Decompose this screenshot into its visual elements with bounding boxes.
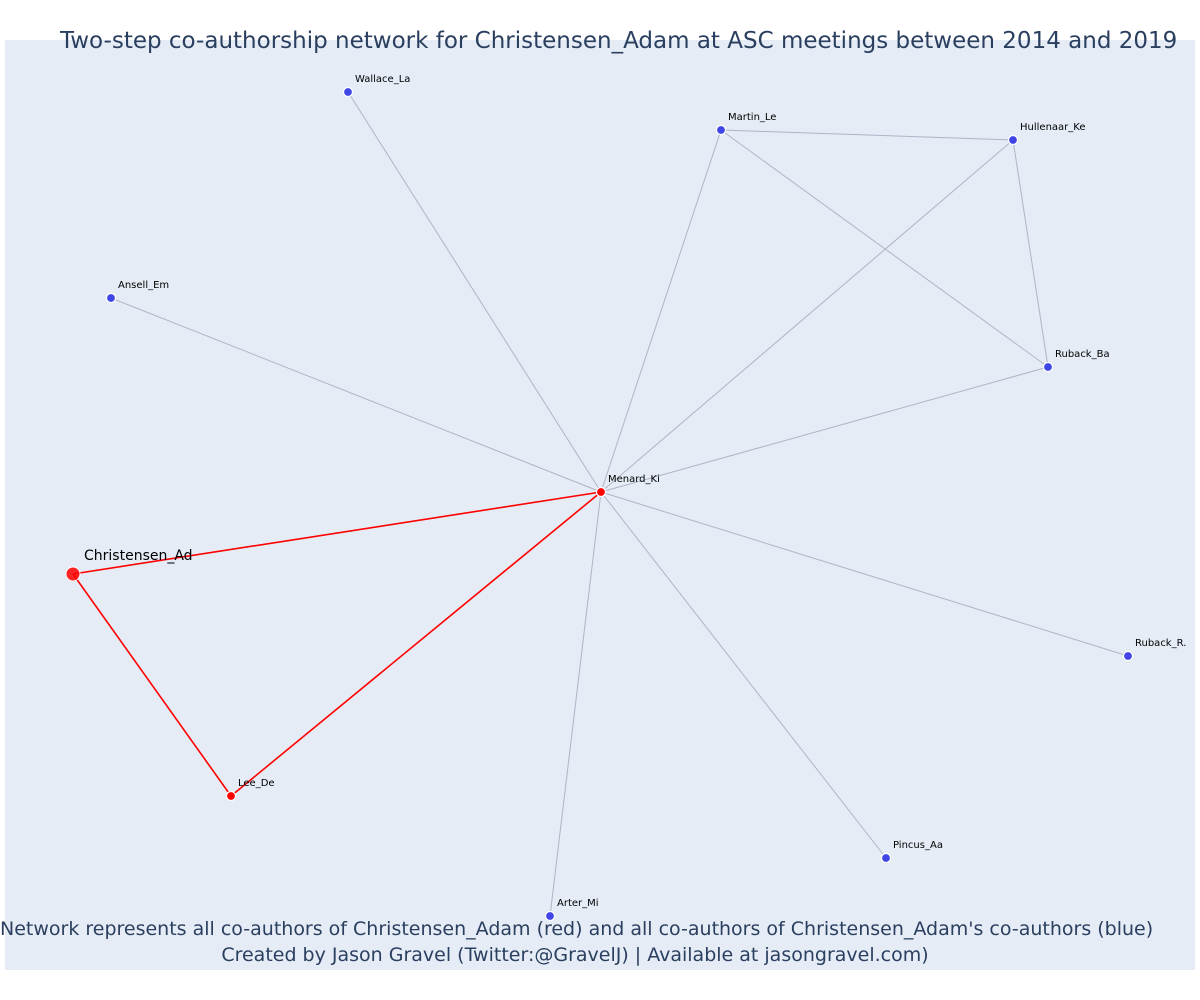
node-label-pincus-aa: Pincus_Aa (893, 840, 943, 851)
node-menard-ki[interactable] (595, 486, 607, 498)
edge-menard-ki-ansell-em (110, 297, 602, 493)
node-label-wallace-la: Wallace_La (355, 74, 410, 85)
node-label-menard-ki: Menard_Ki (608, 474, 660, 485)
edge-martin-le-hullenaar-ke (720, 129, 1014, 141)
node-label-ansell-em: Ansell_Em (118, 280, 169, 291)
node-wallace-la[interactable] (342, 86, 354, 98)
node-lee-de[interactable] (225, 790, 237, 802)
edge-menard-ki-ruback-ba (600, 366, 1049, 493)
footer-credit: Created by Jason Gravel (Twitter:@Gravel… (221, 944, 929, 966)
chart-title: Two-step co-authorship network for Chris… (60, 28, 1178, 54)
plot-area (5, 40, 1195, 970)
node-ruback-r[interactable] (1122, 650, 1134, 662)
node-label-ruback-ba: Ruback_Ba (1055, 349, 1110, 360)
nodes-layer (65, 86, 1134, 922)
node-pincus-aa[interactable] (880, 852, 892, 864)
footer-description: Network represents all co-authors of Chr… (0, 918, 1154, 940)
edge-christensen-ad-lee-de (72, 573, 232, 797)
node-martin-le[interactable] (715, 124, 727, 136)
node-label-hullenaar-ke: Hullenaar_Ke (1020, 122, 1085, 133)
edges-layer (72, 91, 1129, 917)
edge-martin-le-ruback-ba (720, 129, 1049, 368)
node-label-martin-le: Martin_Le (728, 112, 776, 123)
edge-menard-ki-wallace-la (347, 91, 602, 493)
labels-layer: Christensen_Ad Menard_Ki Lee_De Wallace_La M… (84, 74, 1186, 909)
node-label-christensen-ad: Christensen_Ad (84, 548, 193, 564)
node-ansell-em[interactable] (105, 292, 117, 304)
node-christensen-ad[interactable] (65, 566, 81, 582)
edge-menard-ki-pincus-aa (600, 491, 887, 859)
edge-menard-ki-ruback-r (600, 491, 1129, 657)
node-hullenaar-ke[interactable] (1007, 134, 1019, 146)
edge-menard-ki-hullenaar-ke (600, 139, 1014, 493)
node-ruback-ba[interactable] (1042, 361, 1054, 373)
node-arter-mi[interactable] (544, 910, 556, 922)
node-label-arter-mi: Arter_Mi (557, 898, 599, 909)
node-label-lee-de: Lee_De (238, 778, 275, 789)
edge-hullenaar-ke-ruback-ba (1012, 139, 1049, 368)
edge-christensen-ad-menard-ki (72, 491, 602, 575)
edge-lee-de-menard-ki (230, 491, 602, 797)
edge-menard-ki-arter-mi (549, 491, 602, 917)
node-label-ruback-r: Ruback_R. (1135, 638, 1186, 649)
edge-menard-ki-martin-le (600, 129, 722, 493)
